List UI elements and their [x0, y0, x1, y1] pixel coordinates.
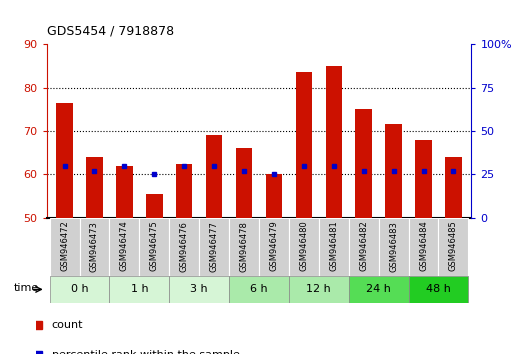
- Text: GSM946475: GSM946475: [150, 221, 159, 272]
- Bar: [385, 125, 402, 218]
- Bar: [289, 218, 319, 276]
- Bar: [109, 276, 169, 303]
- Text: count: count: [52, 320, 83, 330]
- Bar: [229, 218, 259, 276]
- Text: GSM946476: GSM946476: [180, 221, 189, 272]
- Bar: [445, 157, 462, 218]
- Bar: [409, 218, 438, 276]
- Text: GSM946483: GSM946483: [389, 221, 398, 272]
- Bar: [415, 140, 431, 218]
- Text: GSM946480: GSM946480: [299, 221, 308, 272]
- Text: 12 h: 12 h: [307, 284, 331, 295]
- Text: GSM946478: GSM946478: [239, 221, 249, 272]
- Text: 24 h: 24 h: [366, 284, 391, 295]
- Text: GSM946472: GSM946472: [60, 221, 69, 272]
- Bar: [325, 66, 342, 218]
- Bar: [379, 218, 409, 276]
- Text: GSM946484: GSM946484: [419, 221, 428, 272]
- Bar: [50, 276, 109, 303]
- Bar: [349, 276, 409, 303]
- Bar: [80, 218, 109, 276]
- Text: GSM946477: GSM946477: [210, 221, 219, 272]
- Bar: [236, 148, 252, 218]
- Bar: [266, 175, 282, 218]
- Text: 3 h: 3 h: [190, 284, 208, 295]
- Text: GSM946481: GSM946481: [329, 221, 338, 272]
- Bar: [206, 135, 222, 218]
- Bar: [319, 218, 349, 276]
- Bar: [146, 194, 163, 218]
- Bar: [116, 166, 133, 218]
- Bar: [409, 276, 468, 303]
- Bar: [289, 276, 349, 303]
- Text: 48 h: 48 h: [426, 284, 451, 295]
- Text: 1 h: 1 h: [131, 284, 148, 295]
- Text: time: time: [14, 283, 39, 293]
- Text: GSM946474: GSM946474: [120, 221, 129, 272]
- Bar: [438, 218, 468, 276]
- Text: GDS5454 / 7918878: GDS5454 / 7918878: [47, 24, 174, 37]
- Text: GSM946485: GSM946485: [449, 221, 458, 272]
- Bar: [169, 218, 199, 276]
- Bar: [139, 218, 169, 276]
- Bar: [296, 73, 312, 218]
- Text: GSM946473: GSM946473: [90, 221, 99, 272]
- Bar: [355, 109, 372, 218]
- Text: 6 h: 6 h: [250, 284, 268, 295]
- Bar: [349, 218, 379, 276]
- Text: 0 h: 0 h: [71, 284, 89, 295]
- Bar: [176, 164, 193, 218]
- Bar: [229, 276, 289, 303]
- Text: GSM946479: GSM946479: [269, 221, 279, 272]
- Bar: [109, 218, 139, 276]
- Bar: [169, 276, 229, 303]
- Bar: [56, 103, 73, 218]
- Bar: [199, 218, 229, 276]
- Bar: [87, 157, 103, 218]
- Text: percentile rank within the sample: percentile rank within the sample: [52, 350, 239, 354]
- Bar: [50, 218, 80, 276]
- Text: GSM946482: GSM946482: [359, 221, 368, 272]
- Bar: [259, 218, 289, 276]
